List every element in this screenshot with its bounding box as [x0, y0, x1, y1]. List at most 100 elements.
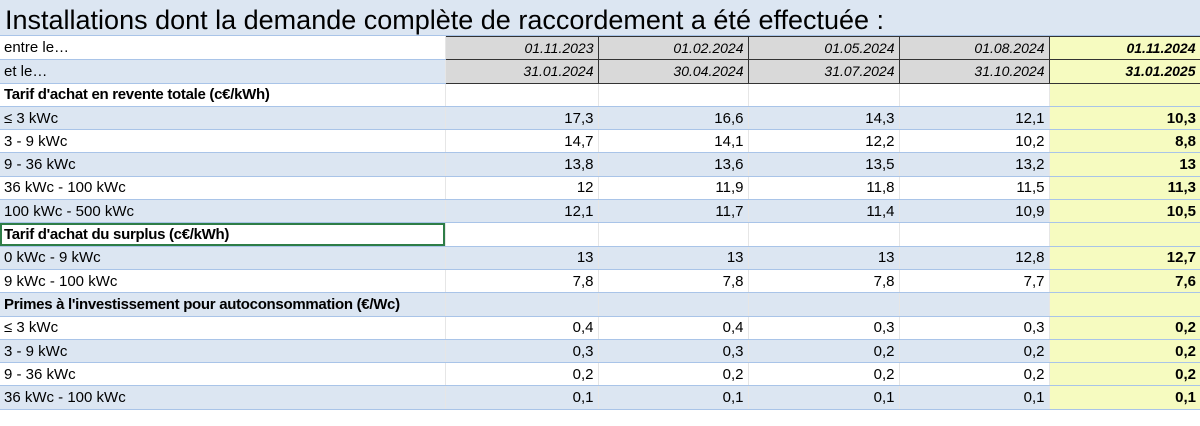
value-cell[interactable]: 13	[1049, 152, 1200, 177]
value-cell[interactable]: 0,3	[748, 316, 900, 340]
section-heading[interactable]: Tarif d'achat du surplus (c€/kWh)	[0, 222, 446, 247]
empty-cell[interactable]	[598, 222, 749, 247]
value-cell[interactable]: 10,5	[1049, 199, 1200, 224]
date-cell[interactable]: 01.08.2024	[898, 35, 1050, 61]
date-cell[interactable]: 01.11.2023	[444, 35, 599, 61]
value-cell[interactable]: 0,2	[598, 362, 749, 387]
value-cell[interactable]: 13,6	[598, 152, 749, 177]
value-cell[interactable]: 11,3	[1049, 176, 1200, 201]
value-cell[interactable]: 0,2	[748, 339, 900, 364]
value-cell[interactable]: 14,7	[445, 129, 599, 154]
row-label[interactable]: 9 kWc - 100 kWc	[0, 269, 446, 294]
value-cell[interactable]: 0,2	[1049, 339, 1200, 364]
row-label[interactable]: 3 - 9 kWc	[0, 339, 446, 364]
value-cell[interactable]: 11,4	[748, 199, 900, 224]
value-cell[interactable]: 11,7	[598, 199, 749, 224]
value-cell[interactable]: 14,3	[748, 106, 900, 131]
date-cell[interactable]: 01.02.2024	[597, 35, 749, 61]
row-label[interactable]: 36 kWc - 100 kWc	[0, 385, 446, 410]
value-cell[interactable]: 0,1	[1049, 385, 1200, 410]
value-cell[interactable]: 0,1	[445, 385, 599, 410]
empty-cell[interactable]	[1049, 292, 1200, 317]
value-cell[interactable]: 7,8	[748, 269, 900, 294]
date-cell[interactable]: 31.01.2025	[1048, 59, 1200, 84]
value-cell[interactable]: 0,2	[445, 362, 599, 387]
section-header-row: Primes à l'investissement pour autoconso…	[0, 292, 1200, 317]
value-cell[interactable]: 0,2	[899, 362, 1050, 387]
row-label[interactable]: 3 - 9 kWc	[0, 129, 446, 154]
value-cell[interactable]: 0,3	[445, 339, 599, 364]
value-cell[interactable]: 7,7	[899, 269, 1050, 294]
value-cell[interactable]: 14,1	[598, 129, 749, 154]
value-cell[interactable]: 0,2	[748, 362, 900, 387]
empty-cell[interactable]	[899, 83, 1050, 107]
period-end-row: et le… 31.01.2024 30.04.2024 31.07.2024 31.1…	[0, 59, 1200, 84]
value-cell[interactable]: 10,2	[899, 129, 1050, 154]
sheet-title[interactable]: Installations dont la demande complète d…	[0, 0, 1200, 36]
value-cell[interactable]: 0,2	[1049, 316, 1200, 340]
value-cell[interactable]: 13	[445, 246, 599, 270]
row-label[interactable]: 100 kWc - 500 kWc	[0, 199, 446, 224]
value-cell[interactable]: 12,2	[748, 129, 900, 154]
value-cell[interactable]: 0,2	[1049, 362, 1200, 387]
value-cell[interactable]: 0,1	[899, 385, 1050, 410]
row-label[interactable]: et le…	[0, 59, 446, 84]
empty-cell[interactable]	[1049, 222, 1200, 247]
row-label[interactable]: ≤ 3 kWc	[0, 106, 446, 131]
empty-cell[interactable]	[748, 292, 900, 317]
value-cell[interactable]: 12,1	[899, 106, 1050, 131]
value-cell[interactable]: 12,1	[445, 199, 599, 224]
value-cell[interactable]: 12,7	[1049, 246, 1200, 270]
empty-cell[interactable]	[748, 83, 900, 107]
empty-cell[interactable]	[748, 222, 900, 247]
value-cell[interactable]: 0,1	[598, 385, 749, 410]
value-cell[interactable]: 11,9	[598, 176, 749, 201]
value-cell[interactable]: 0,4	[445, 316, 599, 340]
value-cell[interactable]: 10,3	[1049, 106, 1200, 131]
date-cell[interactable]: 30.04.2024	[597, 59, 749, 84]
value-cell[interactable]: 0,3	[899, 316, 1050, 340]
value-cell[interactable]: 11,5	[899, 176, 1050, 201]
section-heading[interactable]: Tarif d'achat en revente totale (c€/kWh)	[0, 83, 446, 107]
value-cell[interactable]: 12,8	[899, 246, 1050, 270]
empty-cell[interactable]	[598, 83, 749, 107]
date-cell[interactable]: 31.01.2024	[444, 59, 599, 84]
value-cell[interactable]: 11,8	[748, 176, 900, 201]
row-label[interactable]: 9 - 36 kWc	[0, 362, 446, 387]
empty-cell[interactable]	[899, 222, 1050, 247]
value-cell[interactable]: 0,2	[899, 339, 1050, 364]
value-cell[interactable]: 17,3	[445, 106, 599, 131]
date-cell[interactable]: 01.11.2024	[1048, 35, 1200, 61]
empty-cell[interactable]	[445, 292, 599, 317]
empty-cell[interactable]	[445, 83, 599, 107]
value-cell[interactable]: 13	[748, 246, 900, 270]
value-cell[interactable]: 13,8	[445, 152, 599, 177]
date-cell[interactable]: 01.05.2024	[747, 35, 900, 61]
section-header-row: Tarif d'achat du surplus (c€/kWh)	[0, 222, 1200, 247]
value-cell[interactable]: 13,5	[748, 152, 900, 177]
date-cell[interactable]: 31.10.2024	[898, 59, 1050, 84]
value-cell[interactable]: 10,9	[899, 199, 1050, 224]
value-cell[interactable]: 0,4	[598, 316, 749, 340]
value-cell[interactable]: 16,6	[598, 106, 749, 131]
date-cell[interactable]: 31.07.2024	[747, 59, 900, 84]
value-cell[interactable]: 0,1	[748, 385, 900, 410]
value-cell[interactable]: 7,8	[598, 269, 749, 294]
value-cell[interactable]: 12	[445, 176, 599, 201]
empty-cell[interactable]	[445, 222, 599, 247]
row-label[interactable]: 0 kWc - 9 kWc	[0, 246, 446, 270]
empty-cell[interactable]	[899, 292, 1050, 317]
value-cell[interactable]: 13	[598, 246, 749, 270]
row-label[interactable]: entre le…	[0, 36, 446, 61]
empty-cell[interactable]	[598, 292, 749, 317]
value-cell[interactable]: 7,8	[445, 269, 599, 294]
value-cell[interactable]: 8,8	[1049, 129, 1200, 154]
value-cell[interactable]: 7,6	[1049, 269, 1200, 294]
empty-cell[interactable]	[1049, 83, 1200, 107]
value-cell[interactable]: 0,3	[598, 339, 749, 364]
row-label[interactable]: 9 - 36 kWc	[0, 152, 446, 177]
section-heading[interactable]: Primes à l'investissement pour autoconso…	[0, 292, 446, 317]
row-label[interactable]: 36 kWc - 100 kWc	[0, 176, 446, 201]
row-label[interactable]: ≤ 3 kWc	[0, 316, 446, 340]
value-cell[interactable]: 13,2	[899, 152, 1050, 177]
